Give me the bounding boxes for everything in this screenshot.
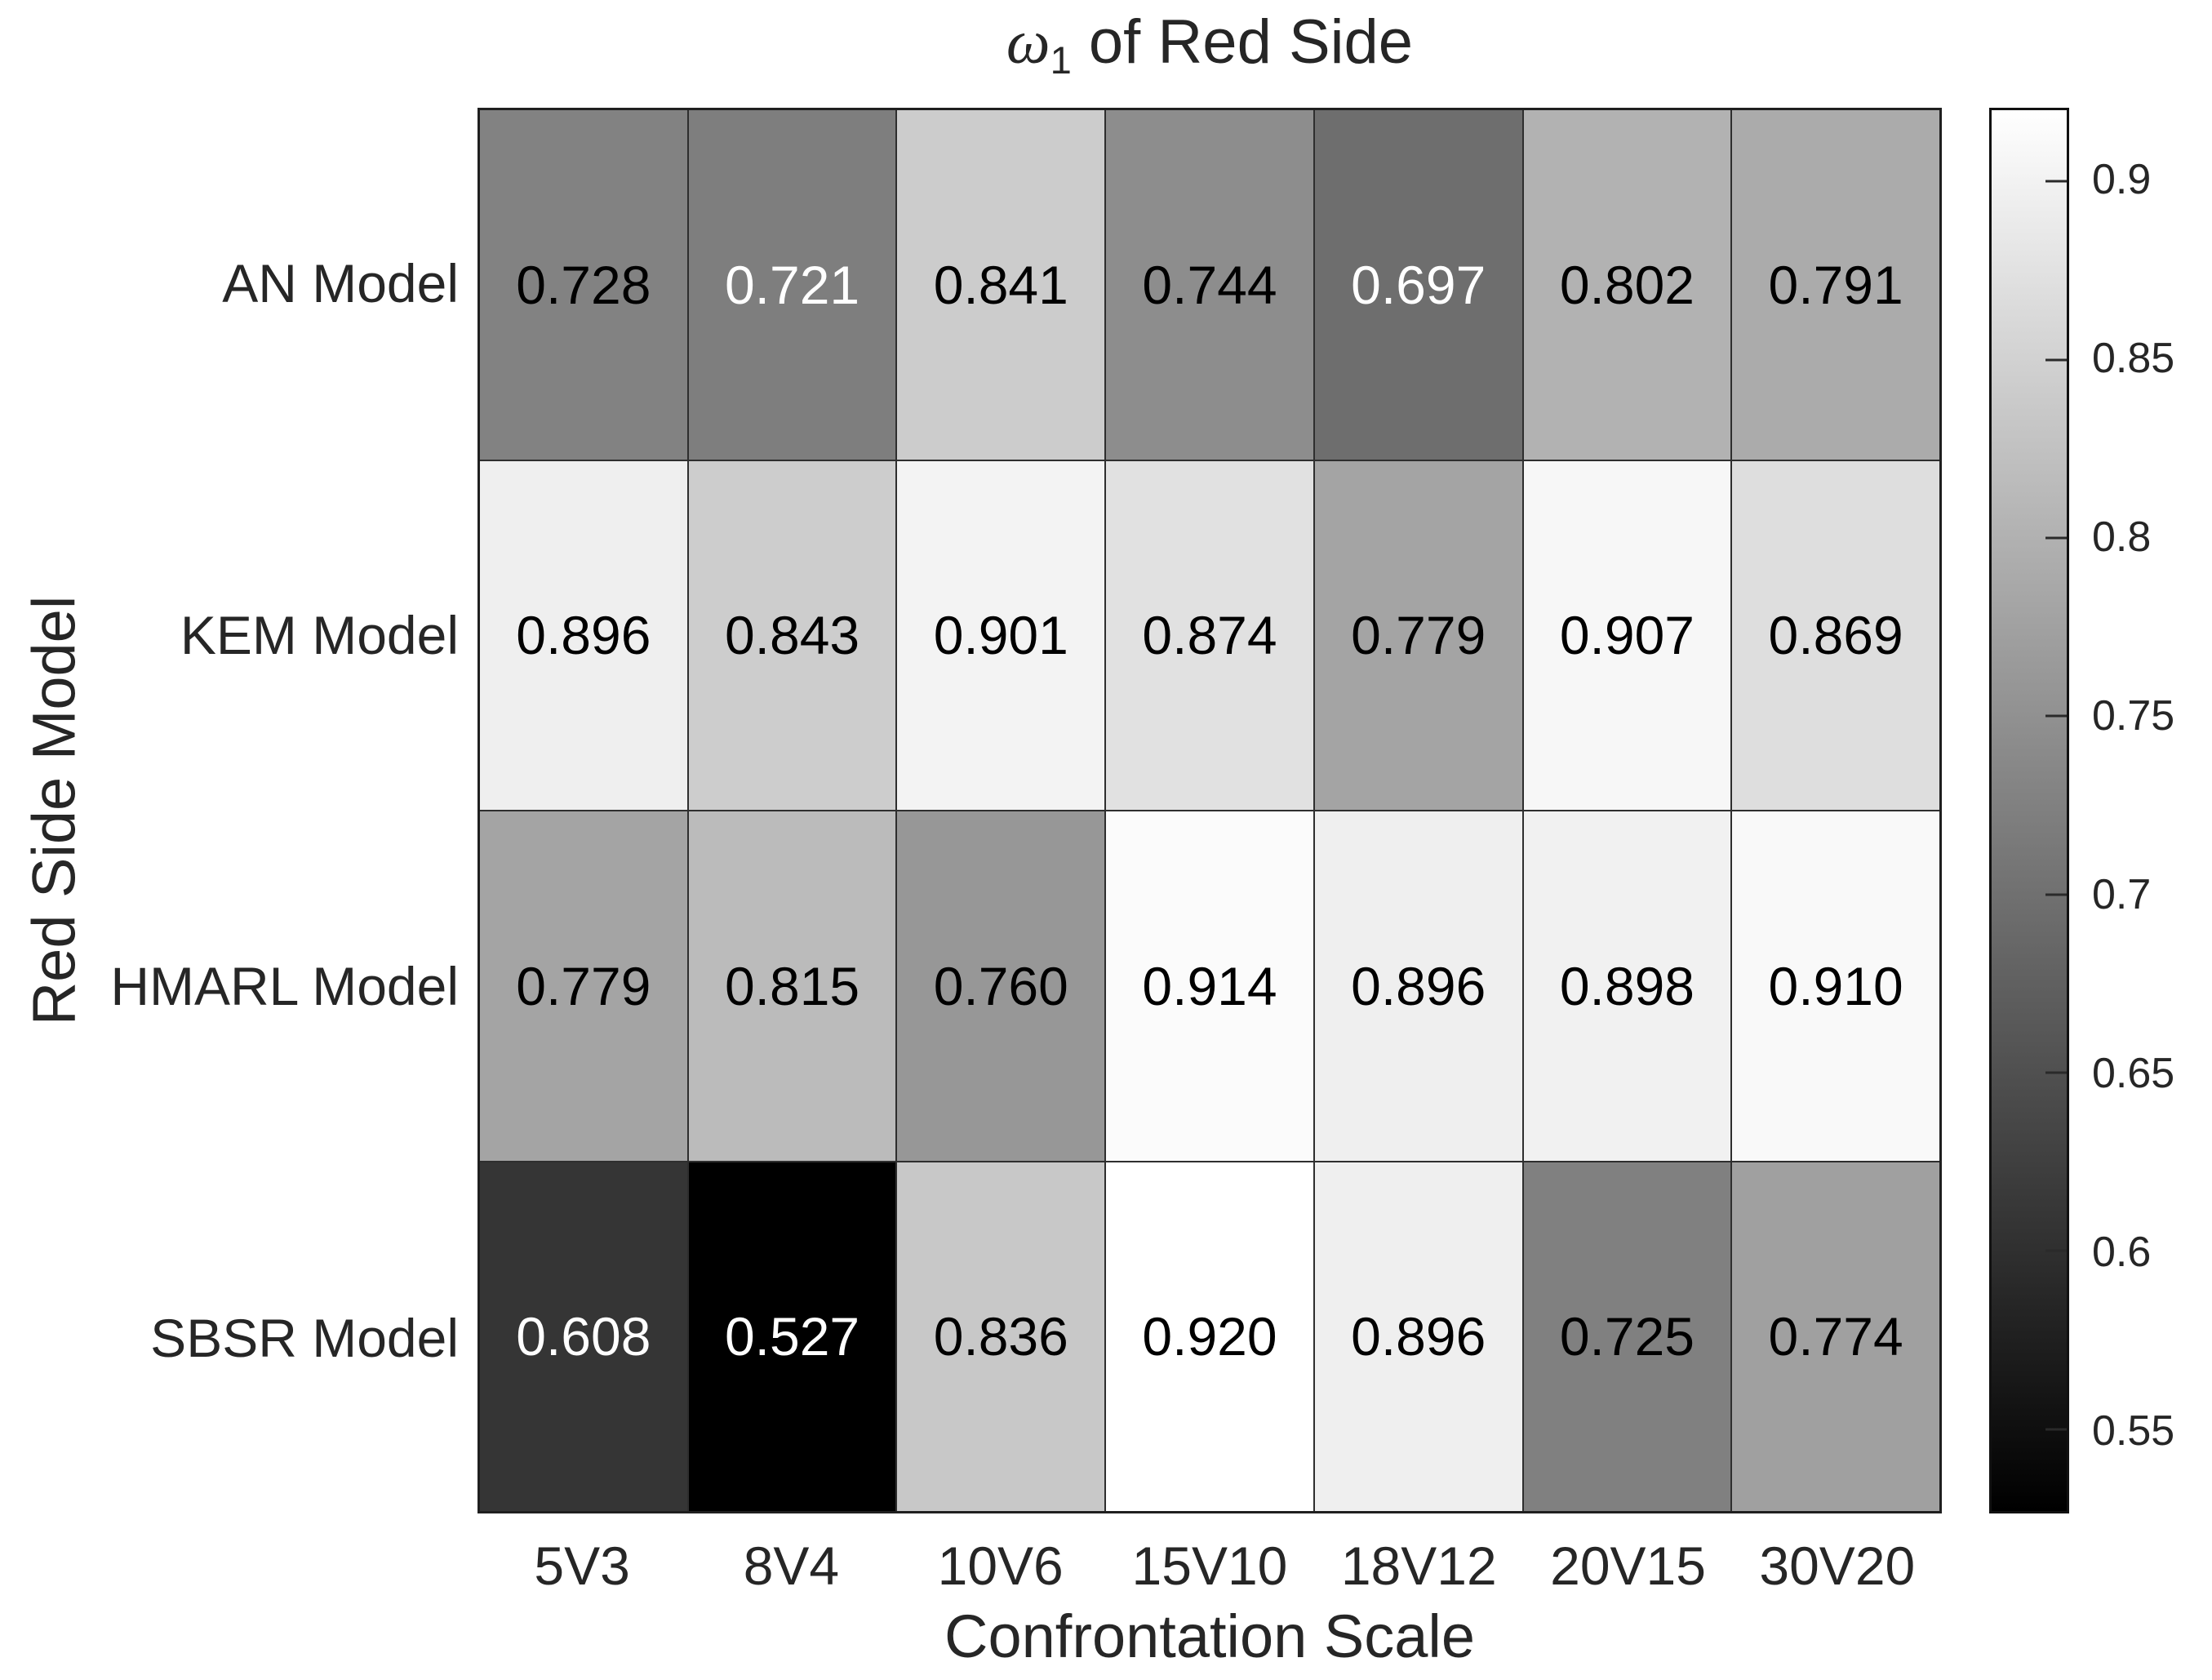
colorbar-tick-labels: 0.9 0.85 0.8 0.75 0.7 0.65 0.6 0.55 [2092,108,2206,1513]
y-tick-label: KEM Model [180,604,459,665]
x-tick-label: 15V10 [1131,1536,1288,1596]
heatmap-cell: 0.910 [1732,811,1939,1161]
x-tick-label: 20V15 [1550,1536,1706,1596]
x-tick-label: 5V3 [534,1536,630,1596]
heatmap-cell: 0.920 [1106,1162,1313,1511]
colorbar-tick-label: 0.75 [2092,691,2175,740]
y-tick-label: HMARL Model [110,956,459,1017]
x-axis-tick-labels: 5V3 8V4 10V6 15V10 18V12 20V15 30V20 [477,1535,1942,1597]
heatmap-cell: 0.896 [480,460,687,810]
heatmap-cell: 0.721 [688,110,896,460]
colorbar-tick [2045,180,2067,183]
colorbar-tick [2045,1249,2067,1252]
heatmap-cell: 0.725 [1523,1162,1731,1511]
heatmap-cell: 0.896 [1314,811,1522,1161]
heatmap-cell: 0.907 [1523,460,1731,810]
heatmap-cell: 0.791 [1732,110,1939,460]
colorbar-tick-label: 0.9 [2092,155,2152,203]
colorbar-tick [2045,536,2067,540]
colorbar-tick [2045,893,2067,896]
heatmap-cell: 0.774 [1732,1162,1939,1511]
heatmap-cell: 0.697 [1314,110,1522,460]
colorbar-tick-label: 0.7 [2092,870,2152,918]
heatmap-cell: 0.898 [1523,811,1731,1161]
x-tick-label: 10V6 [937,1536,1064,1596]
omega-symbol: ω [1006,8,1050,77]
heatmap-cell: 0.914 [1106,811,1313,1161]
colorbar-tick [2045,1071,2067,1074]
heatmap-cell: 0.901 [897,460,1105,810]
x-tick-label: 30V20 [1759,1536,1916,1596]
heatmap-cell: 0.836 [897,1162,1105,1511]
heatmap-cell: 0.896 [1314,1162,1522,1511]
heatmap-cell: 0.744 [1106,110,1313,460]
heatmap-cell: 0.527 [688,1162,896,1511]
colorbar-tick-label: 0.55 [2092,1407,2175,1456]
x-tick-label: 18V12 [1340,1536,1497,1596]
chart-title-text: of Red Side [1071,7,1414,77]
heatmap-grid: 0.728 0.721 0.841 0.744 0.697 0.802 0.791 0.896… [477,108,1942,1513]
colorbar-tick [2045,714,2067,718]
heatmap-cell: 0.869 [1732,460,1939,810]
chart-title: ω1 of Red Side [477,7,1942,82]
heatmap-cell: 0.728 [480,110,687,460]
colorbar-tick [2045,1428,2067,1431]
colorbar-tick-label: 0.6 [2092,1229,2152,1277]
x-axis-title: Confrontation Scale [944,1602,1475,1670]
heatmap-cell: 0.815 [688,811,896,1161]
heatmap-cell: 0.802 [1523,110,1731,460]
heatmap-cell: 0.874 [1106,460,1313,810]
y-axis-tick-labels: AN Model KEM Model HMARL Model SBSR Model [0,108,459,1513]
colorbar-tick-label: 0.65 [2092,1050,2175,1098]
colorbar-tick-label: 0.85 [2092,334,2175,382]
x-tick-label: 8V4 [743,1536,840,1596]
y-tick-label: SBSR Model [150,1307,459,1368]
heatmap-cell: 0.841 [897,110,1105,460]
heatmap-cell: 0.779 [480,811,687,1161]
heatmap-cell: 0.779 [1314,460,1522,810]
heatmap-cell: 0.843 [688,460,896,810]
colorbar-tick-label: 0.8 [2092,513,2152,561]
colorbar-tick [2045,358,2067,362]
heatmap-cell: 0.608 [480,1162,687,1511]
heatmap-cell: 0.760 [897,811,1105,1161]
omega-subscript: 1 [1050,38,1072,82]
y-tick-label: AN Model [222,253,459,314]
colorbar [1989,108,2069,1513]
